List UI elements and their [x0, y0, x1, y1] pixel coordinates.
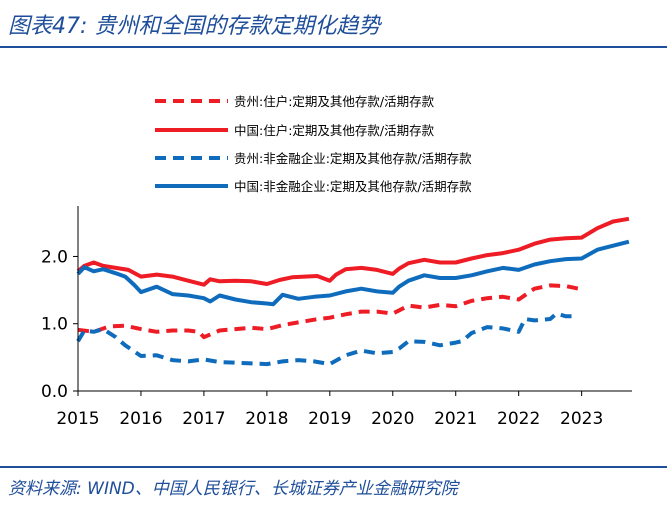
legend-item-china-enterprise: 中国:非金融企业:定期及其他存款/活期存款 — [155, 179, 472, 194]
figure-source: 资料来源: WIND、中国人民银行、长城证券产业金融研究院 — [8, 479, 458, 499]
x-tick-label: 2015 — [56, 409, 99, 429]
series-line-china-household — [76, 216, 630, 287]
x-tick-label: 2022 — [497, 409, 540, 429]
legend-item-guizhou-household: 贵州:住户:定期及其他存款/活期存款 — [155, 94, 435, 109]
x-tick-label: 2016 — [119, 409, 162, 429]
series-line-guizhou-enterprise — [76, 311, 579, 367]
title-rule — [0, 46, 667, 48]
x-tick-label: 2020 — [371, 409, 414, 429]
legend-item-china-household: 中国:住户:定期及其他存款/活期存款 — [155, 123, 435, 138]
legend: 贵州:住户:定期及其他存款/活期存款中国:住户:定期及其他存款/活期存款贵州:非… — [155, 94, 472, 194]
legend-item-guizhou-enterprise: 贵州:非金融企业:定期及其他存款/活期存款 — [155, 151, 472, 166]
series-layer — [76, 216, 630, 367]
legend-label: 中国:住户:定期及其他存款/活期存款 — [234, 123, 435, 138]
x-tick-label: 2018 — [245, 409, 288, 429]
legend-label: 贵州:非金融企业:定期及其他存款/活期存款 — [234, 151, 472, 166]
line-chart: 贵州:住户:定期及其他存款/活期存款中国:住户:定期及其他存款/活期存款贵州:非… — [41, 94, 632, 429]
x-tick-label: 2023 — [560, 409, 603, 429]
figure-title: 图表47: 贵州和全国的存款定期化趋势 — [8, 14, 381, 39]
source-rule — [0, 466, 667, 468]
x-tick-label: 2019 — [308, 409, 351, 429]
axes-layer: 0.0 1.0 2.0 2015 2016 2017 2018 2019 2020 2021 202… — [41, 206, 632, 429]
y-tick-label: 0.0 — [41, 382, 68, 402]
legend-label: 中国:非金融企业:定期及其他存款/活期存款 — [234, 179, 472, 194]
series-line-china-enterprise — [76, 239, 630, 307]
x-tick-label: 2017 — [182, 409, 225, 429]
y-tick-label: 1.0 — [41, 315, 68, 335]
legend-label: 贵州:住户:定期及其他存款/活期存款 — [234, 94, 435, 109]
y-tick-label: 2.0 — [41, 247, 68, 267]
x-tick-label: 2021 — [434, 409, 477, 429]
